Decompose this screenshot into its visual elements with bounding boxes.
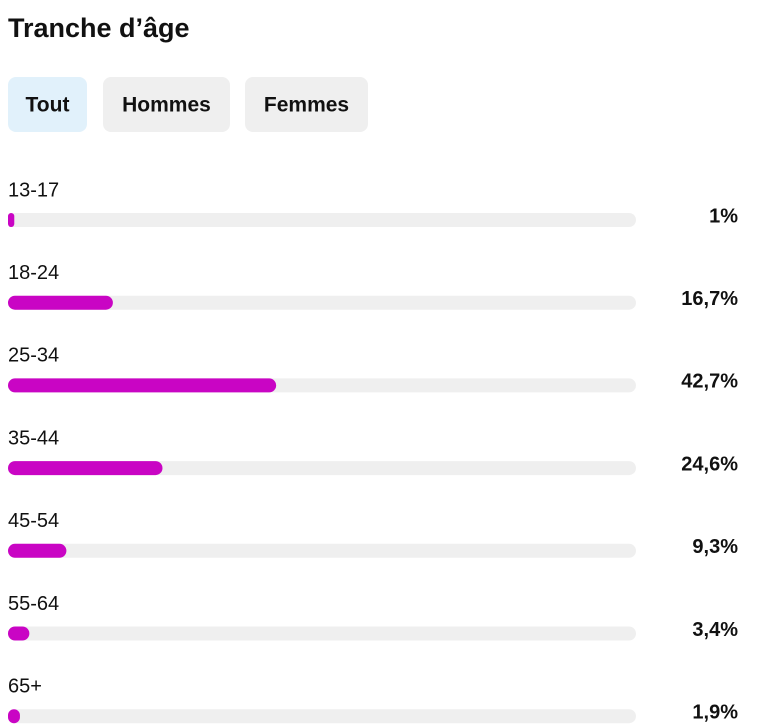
bar-track [8, 626, 636, 641]
bar [8, 709, 20, 724]
tab-label[interactable]: Femmes [264, 94, 349, 117]
value-label: 3,4% [692, 619, 738, 641]
value-label: 24,6% [681, 453, 738, 475]
category-label: 45-54 [8, 510, 59, 532]
tab-label[interactable]: Hommes [122, 94, 211, 117]
bar [8, 295, 113, 310]
bar [8, 378, 277, 393]
value-label: 9,3% [692, 536, 738, 558]
bar-track [8, 461, 636, 476]
tab[interactable] [8, 77, 87, 132]
tab-label[interactable]: Tout [26, 94, 70, 117]
bar-track [8, 295, 636, 310]
category-label: 65+ [8, 675, 42, 697]
bar [8, 213, 15, 227]
category-label: 25-34 [8, 345, 59, 367]
bar-track [8, 213, 636, 227]
bar [8, 461, 163, 476]
chart-title: Tranche d’âge [8, 13, 190, 43]
bar-track [8, 709, 636, 724]
bar [8, 626, 30, 641]
bar-track [8, 543, 636, 558]
category-label: 55-64 [8, 593, 59, 615]
tab[interactable] [103, 77, 230, 132]
category-label: 13-17 [8, 179, 59, 201]
value-label: 1,9% [692, 701, 738, 723]
value-label: 42,7% [681, 371, 738, 393]
category-label: 18-24 [8, 262, 59, 284]
category-label: 35-44 [8, 427, 59, 449]
value-label: 1% [709, 205, 738, 227]
bar [8, 543, 67, 558]
tab[interactable] [245, 77, 368, 132]
value-label: 16,7% [681, 288, 738, 310]
